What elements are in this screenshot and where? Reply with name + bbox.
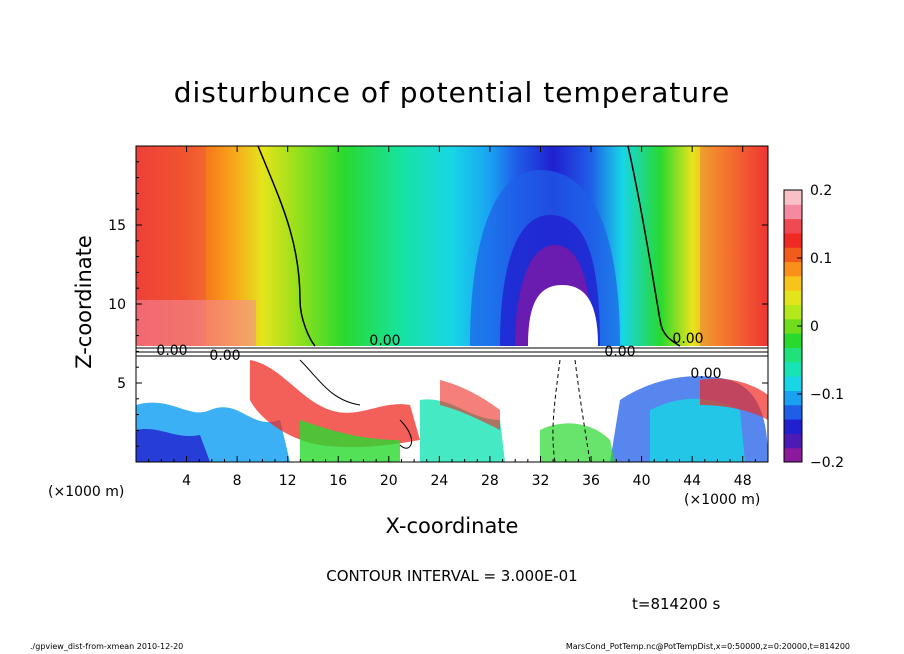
x-tick-label: 24 [430, 473, 448, 489]
contour-interval-text: CONTOUR INTERVAL = 3.000E-01 [326, 567, 578, 585]
colorbar-swatch [784, 404, 802, 420]
colorbar-swatch [784, 347, 802, 363]
colorbar-swatch [784, 390, 802, 406]
x-tick-label: 48 [734, 473, 752, 489]
contour-labels: 0.00 0.00 0.00 0.00 0.00 0.00 [156, 331, 721, 382]
colorbar-swatch [784, 304, 802, 320]
x-tick-label: 4 [182, 473, 191, 489]
x-axis-ticks: 4 8 12 16 20 24 28 32 36 40 44 48 [148, 146, 756, 489]
colorbar-swatch [784, 376, 802, 391]
colorbar-swatch [784, 361, 802, 377]
contour-label: 0.00 [156, 343, 187, 359]
y-tick-label: 10 [108, 297, 126, 313]
contour-label: 0.00 [690, 366, 721, 382]
contour-label: 0.00 [209, 348, 240, 364]
x-axis-label: X-coordinate [385, 514, 519, 538]
x-tick-label: 20 [380, 473, 398, 489]
x-axis-unit-left: (×1000 m) [48, 484, 125, 500]
time-stamp: t=814200 s [632, 595, 721, 613]
colorbar-swatch [784, 275, 802, 291]
footer-left: ./gpview_dist-from-xmean 2010-12-20 [30, 642, 184, 651]
colorbar-swatch [784, 419, 802, 434]
colorbar-tick-label: −0.1 [810, 387, 844, 403]
y-axis-label: Z-coordinate [72, 235, 96, 369]
contour-label: 0.00 [604, 344, 635, 360]
colorbar-swatch [784, 290, 802, 306]
contour-label: 0.00 [369, 333, 400, 349]
x-tick-label: 36 [582, 473, 600, 489]
colorbar-swatch [784, 204, 802, 220]
colorbar-swatch [784, 333, 802, 348]
footer-right: MarsCond_PotTemp.nc@PotTempDist,x=0:5000… [565, 642, 850, 651]
colorbar-swatch [784, 190, 802, 205]
colorbar-tick-label: −0.2 [810, 455, 844, 471]
x-tick-label: 44 [683, 473, 701, 489]
x-tick-label: 12 [279, 473, 297, 489]
x-axis-unit-right: (×1000 m) [684, 492, 761, 508]
colorbar-swatch [784, 232, 802, 248]
colorbar: 0.2 0.1 0 −0.1 −0.2 [783, 183, 844, 471]
colorbar-swatch [784, 318, 802, 334]
y-tick-label: 15 [108, 218, 126, 234]
x-tick-label: 8 [233, 473, 242, 489]
colorbar-swatch [784, 247, 802, 263]
colorbar-swatch [784, 261, 802, 277]
colorbar-swatch [784, 218, 802, 234]
chart-title: disturbunce of potential temperature [173, 76, 731, 109]
y-axis-ticks: 5 10 15 [108, 161, 768, 447]
colorbar-tick-label: 0 [810, 319, 819, 335]
contour-label: 0.00 [672, 331, 703, 347]
colorbar-tick-label: 0.2 [810, 183, 832, 199]
x-tick-label: 16 [329, 473, 347, 489]
colorbar-swatch [784, 447, 802, 463]
x-tick-label: 40 [633, 473, 651, 489]
colorbar-swatch [784, 433, 802, 449]
y-tick-label: 5 [117, 376, 126, 392]
x-tick-label: 28 [481, 473, 499, 489]
x-tick-label: 32 [532, 473, 550, 489]
colorbar-tick-label: 0.1 [810, 251, 832, 267]
heatmap-field [136, 146, 768, 462]
